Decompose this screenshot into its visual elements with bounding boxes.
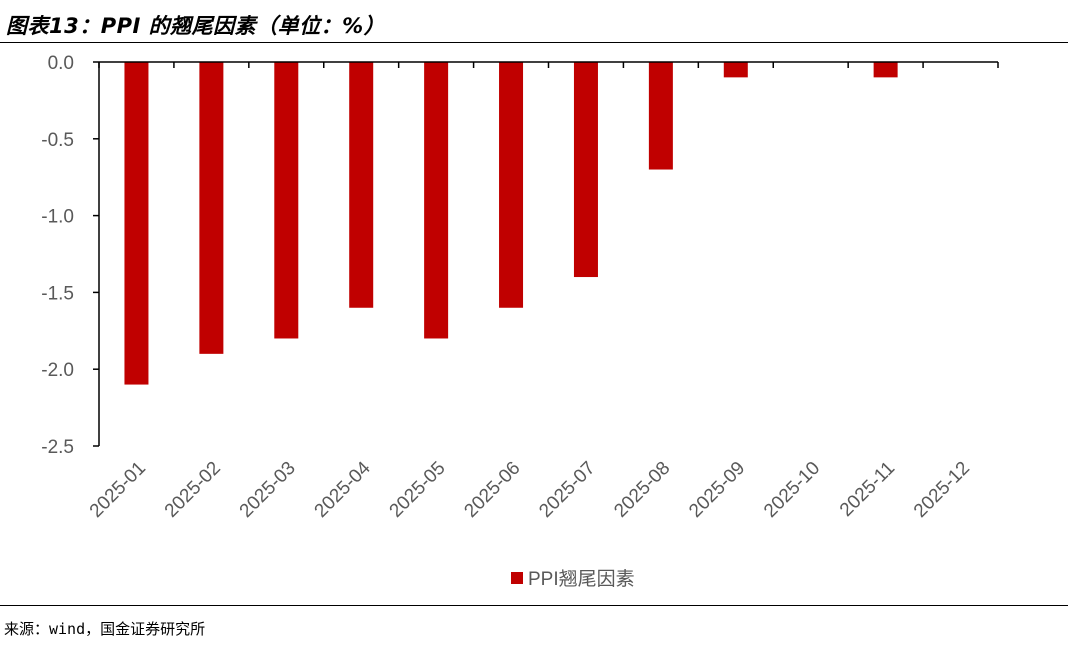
x-tick-label: 2025-10 bbox=[760, 458, 824, 522]
y-tick-label: -2.5 bbox=[41, 437, 74, 458]
x-tick-label: 2025-06 bbox=[460, 458, 524, 522]
bar bbox=[648, 62, 673, 170]
x-tick-label: 2025-08 bbox=[610, 458, 674, 522]
legend-swatch bbox=[511, 572, 523, 584]
figure-source: 来源：wind，国金证券研究所 bbox=[4, 620, 206, 638]
x-tick-label: 2025-04 bbox=[311, 457, 375, 521]
bar bbox=[274, 62, 299, 339]
x-tick-label: 2025-09 bbox=[685, 458, 749, 522]
y-tick-label: -1.5 bbox=[41, 283, 74, 304]
x-tick-label: 2025-12 bbox=[910, 458, 974, 522]
x-tick-label: 2025-01 bbox=[86, 458, 150, 522]
x-tick-label: 2025-02 bbox=[161, 458, 225, 522]
figure-title: 图表13：PPI 的翘尾因素（单位：%） bbox=[6, 14, 386, 38]
bar bbox=[424, 62, 449, 339]
bar bbox=[873, 62, 898, 78]
title-rule bbox=[0, 42, 1068, 43]
y-tick-label: -0.5 bbox=[41, 130, 74, 151]
bar bbox=[124, 62, 149, 385]
y-tick-label: 0.0 bbox=[48, 53, 74, 74]
y-tick-label: -2.0 bbox=[41, 360, 74, 381]
x-tick-label: 2025-05 bbox=[386, 458, 450, 522]
source-rule bbox=[0, 605, 1068, 606]
legend-label: PPI翘尾因素 bbox=[528, 568, 635, 590]
bars bbox=[124, 62, 898, 385]
bar bbox=[199, 62, 224, 354]
bar bbox=[723, 62, 748, 78]
y-axis: 0.0 -0.5 -1.0 -1.5 -2.0 -2.5 bbox=[41, 53, 100, 458]
bar bbox=[499, 62, 524, 308]
x-tick-label: 2025-07 bbox=[535, 458, 599, 522]
y-tick-label: -1.0 bbox=[41, 207, 74, 228]
x-tick-label: 2025-11 bbox=[836, 458, 899, 521]
x-tick-label: 2025-03 bbox=[236, 458, 300, 522]
legend: PPI翘尾因素 bbox=[511, 568, 635, 590]
bar bbox=[349, 62, 374, 308]
bar-chart: 0.0-0.5-1.0-1.5-2.0-2.5 2025-01 2025-02 20… bbox=[41, 53, 999, 590]
bar bbox=[573, 62, 598, 278]
